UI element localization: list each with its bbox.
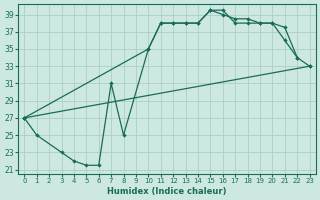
X-axis label: Humidex (Indice chaleur): Humidex (Indice chaleur) xyxy=(107,187,227,196)
